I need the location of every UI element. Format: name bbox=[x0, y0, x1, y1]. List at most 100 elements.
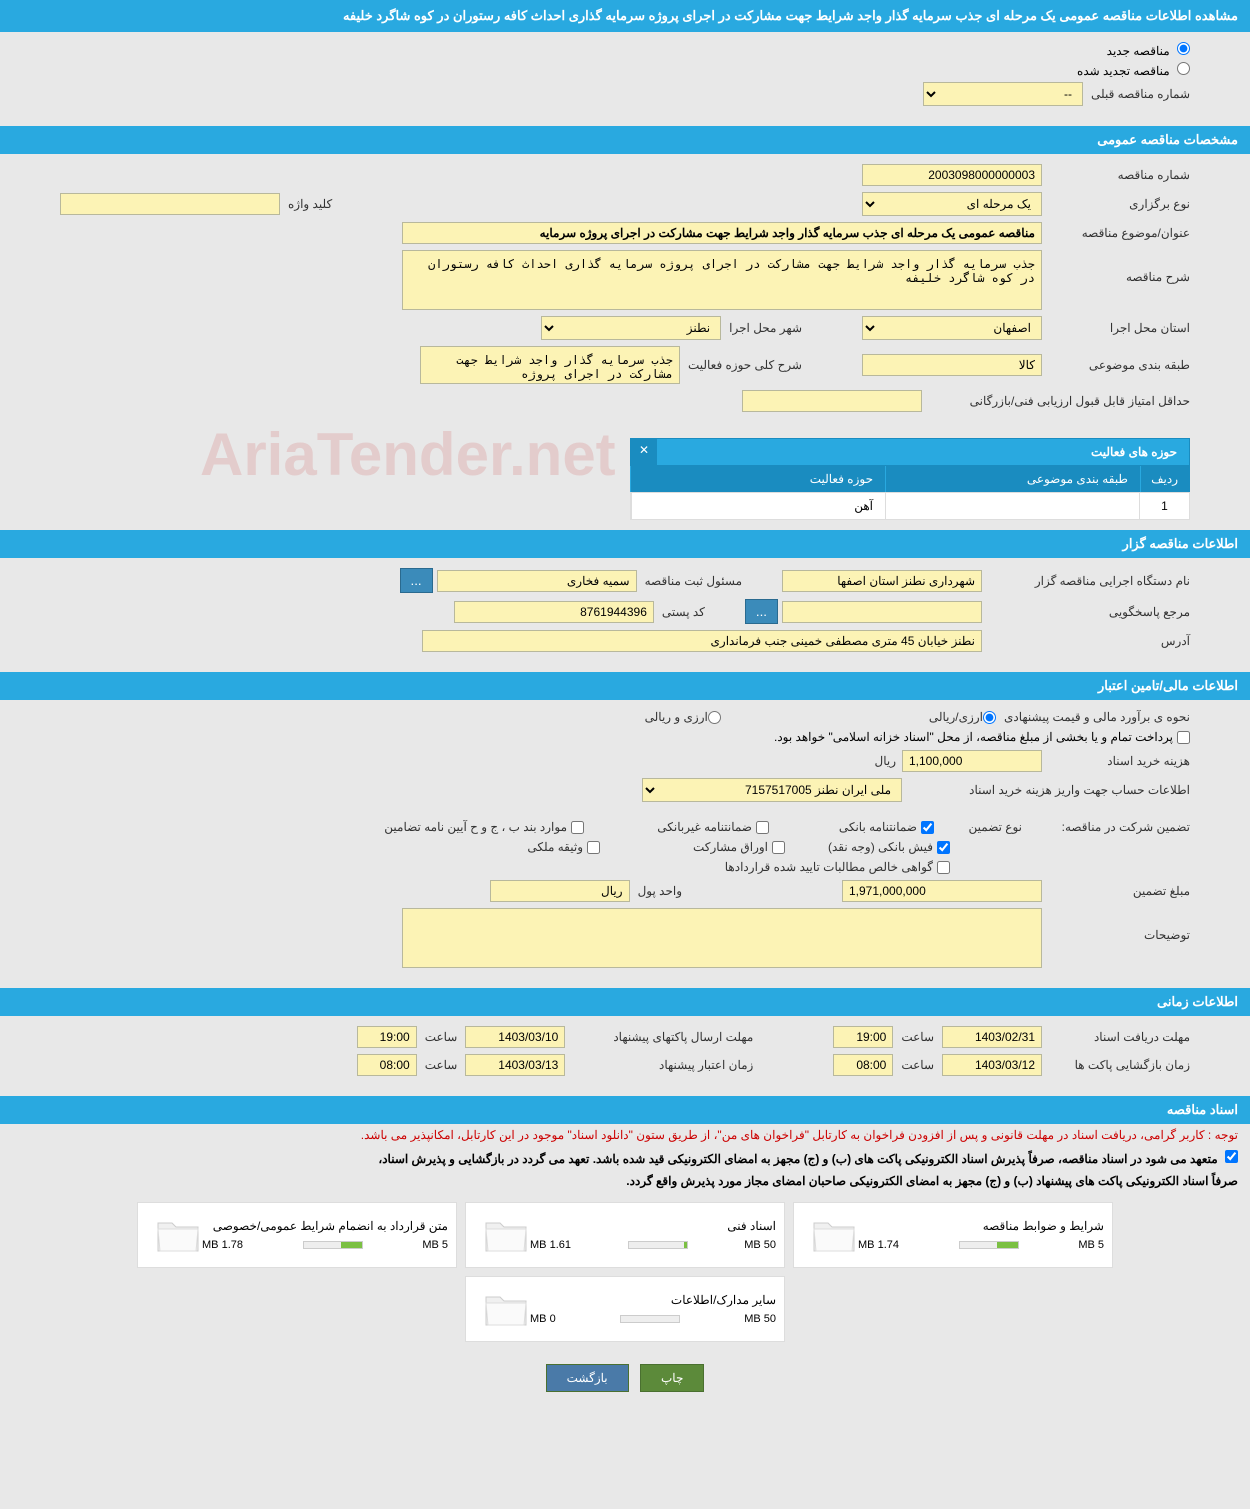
prev-tender-select[interactable]: -- bbox=[923, 82, 1083, 106]
cb-bank[interactable] bbox=[921, 821, 934, 834]
cb-contracts-label: گواهی خالص مطالبات تایید شده قراردادها bbox=[725, 860, 933, 874]
cb-fish[interactable] bbox=[937, 841, 950, 854]
doc-size: 0 MB bbox=[530, 1313, 556, 1325]
doc-card[interactable]: متن قرارداد به انضمام شرایط عمومی/خصوصی … bbox=[137, 1202, 457, 1268]
validity-date bbox=[465, 1054, 565, 1076]
doc-max: 50 MB bbox=[744, 1239, 776, 1251]
cb-nonbank[interactable] bbox=[756, 821, 769, 834]
notes-label: توضیحات bbox=[1050, 928, 1190, 942]
doc-size: 1.78 MB bbox=[202, 1239, 243, 1251]
address-field bbox=[422, 630, 982, 652]
time-label-2: ساعت bbox=[425, 1030, 458, 1044]
category-label: طبقه بندی موضوعی bbox=[1050, 358, 1190, 372]
doc-size: 1.61 MB bbox=[530, 1239, 571, 1251]
watermark: AriaTender.net bbox=[200, 420, 616, 489]
doc-title: شرایط و ضوابط مناقصه bbox=[858, 1219, 1104, 1233]
province-label: استان محل اجرا bbox=[1050, 321, 1190, 335]
doc-max: 5 MB bbox=[422, 1239, 448, 1251]
validity-label: زمان اعتبار پیشنهاد bbox=[573, 1058, 753, 1072]
tender-no-label: شماره مناقصه bbox=[1050, 168, 1190, 182]
contact-field[interactable] bbox=[782, 601, 982, 623]
contact-lookup-button[interactable]: ... bbox=[745, 599, 778, 624]
receive-time bbox=[833, 1026, 893, 1048]
guarantee-title: تضمین شرکت در مناقصه: bbox=[1030, 820, 1190, 834]
province-select[interactable]: اصفهان bbox=[862, 316, 1042, 340]
notice-black-1: متعهد می شود در اسناد مناقصه، صرفاً پذیر… bbox=[0, 1146, 1250, 1170]
payment-note: پرداخت تمام و یا بخشی از مبلغ مناقصه، از… bbox=[774, 730, 1173, 744]
doc-card[interactable]: اسناد فنی 50 MB 1.61 MB bbox=[465, 1202, 785, 1268]
notes-field[interactable] bbox=[402, 908, 1042, 968]
account-label: اطلاعات حساب جهت واریز هزینه خرید اسناد bbox=[910, 783, 1190, 797]
folder-icon bbox=[482, 1211, 530, 1259]
registrar-label: مسئول ثبت مناقصه bbox=[645, 574, 742, 588]
progress-bar bbox=[959, 1241, 1019, 1249]
address-label: آدرس bbox=[990, 634, 1190, 648]
org-name-label: نام دستگاه اجرایی مناقصه گزار bbox=[990, 574, 1190, 588]
doc-max: 5 MB bbox=[1078, 1239, 1104, 1251]
radio-renewed[interactable] bbox=[1177, 62, 1190, 75]
doc-size: 1.74 MB bbox=[858, 1239, 899, 1251]
open-time bbox=[833, 1054, 893, 1076]
prev-tender-label: شماره مناقصه قبلی bbox=[1091, 87, 1190, 101]
category-field bbox=[862, 354, 1042, 376]
progress-bar bbox=[620, 1315, 680, 1323]
amount-field bbox=[842, 880, 1042, 902]
close-icon[interactable]: ✕ bbox=[631, 439, 657, 465]
radio-arz-label: ارزی و ریالی bbox=[645, 710, 708, 724]
radio-rial[interactable] bbox=[983, 711, 996, 724]
notice-black-2: صرفاً اسناد الکترونیکی پاکت های پیشنهاد … bbox=[0, 1170, 1250, 1192]
section-general: مشخصات مناقصه عمومی bbox=[0, 126, 1250, 154]
radio-new[interactable] bbox=[1177, 42, 1190, 55]
section-docs: اسناد مناقصه bbox=[0, 1096, 1250, 1124]
cost-label: هزینه خرید اسناد bbox=[1050, 754, 1190, 768]
cb-clause[interactable] bbox=[571, 821, 584, 834]
cost-unit: ریال bbox=[874, 754, 896, 768]
doc-title: متن قرارداد به انضمام شرایط عمومی/خصوصی bbox=[202, 1219, 448, 1233]
unit-label: واحد پول bbox=[638, 884, 682, 898]
min-score-label: حداقل امتیاز قابل قبول ارزیابی فنی/بازرگ… bbox=[930, 394, 1190, 408]
min-score-field[interactable] bbox=[742, 390, 922, 412]
keyword-label: کلید واژه bbox=[288, 197, 332, 211]
guarantee-type-label: نوع تضمین bbox=[942, 820, 1022, 834]
back-button[interactable]: بازگشت bbox=[546, 1364, 629, 1392]
time-label-4: ساعت bbox=[425, 1058, 458, 1072]
postal-label: کد پستی bbox=[662, 605, 705, 619]
cb-clause-label: موارد بند ب ، ج و ح آیین نامه تضامین bbox=[384, 820, 567, 834]
time-label-3: ساعت bbox=[901, 1058, 934, 1072]
type-select[interactable]: یک مرحله ای bbox=[862, 192, 1042, 216]
desc-field: جذب سرمایه گذار واجد شرایط جهت مشارکت در… bbox=[402, 250, 1042, 310]
activity-desc-label: شرح کلی حوزه فعالیت bbox=[688, 358, 802, 372]
cb-contracts[interactable] bbox=[937, 861, 950, 874]
cb-nonbank-label: ضمانتنامه غیربانکی bbox=[592, 820, 752, 834]
registrar-lookup-button[interactable]: ... bbox=[400, 568, 433, 593]
cell-row-num: 1 bbox=[1139, 493, 1189, 519]
send-label: مهلت ارسال پاکتهای پیشنهاد bbox=[573, 1030, 753, 1044]
cb-shares-label: اوراق مشارکت bbox=[608, 840, 768, 854]
receive-label: مهلت دریافت اسناد bbox=[1050, 1030, 1190, 1044]
doc-card[interactable]: سایر مدارک/اطلاعات 50 MB 0 MB bbox=[465, 1276, 785, 1342]
cb-shares[interactable] bbox=[772, 841, 785, 854]
radio-arz[interactable] bbox=[708, 711, 721, 724]
col-row: ردیف bbox=[1140, 466, 1190, 492]
commitment-checkbox[interactable] bbox=[1225, 1150, 1238, 1163]
type-label: نوع برگزاری bbox=[1050, 197, 1190, 211]
city-label: شهر محل اجرا bbox=[729, 321, 802, 335]
folder-icon bbox=[810, 1211, 858, 1259]
doc-title: اسناد فنی bbox=[530, 1219, 776, 1233]
notice-red: توجه : کاربر گرامی، دریافت اسناد در مهلت… bbox=[0, 1124, 1250, 1146]
page-title: مشاهده اطلاعات مناقصه عمومی یک مرحله ای … bbox=[0, 0, 1250, 32]
send-time bbox=[357, 1026, 417, 1048]
doc-card[interactable]: شرایط و ضوابط مناقصه 5 MB 1.74 MB bbox=[793, 1202, 1113, 1268]
send-date bbox=[465, 1026, 565, 1048]
cell-activity: آهن bbox=[631, 493, 885, 519]
city-select[interactable]: نطنز bbox=[541, 316, 721, 340]
doc-title: سایر مدارک/اطلاعات bbox=[530, 1293, 776, 1307]
payment-checkbox[interactable] bbox=[1177, 731, 1190, 744]
account-select[interactable]: ملی ایران نطنز 7157517005 bbox=[642, 778, 902, 802]
cb-property[interactable] bbox=[587, 841, 600, 854]
keyword-field[interactable] bbox=[60, 193, 280, 215]
print-button[interactable]: چاپ bbox=[640, 1364, 704, 1392]
method-label: نحوه ی برآورد مالی و قیمت پیشنهادی bbox=[1004, 710, 1190, 724]
folder-icon bbox=[482, 1285, 530, 1333]
activity-table-title: حوزه های فعالیت bbox=[657, 439, 1189, 465]
